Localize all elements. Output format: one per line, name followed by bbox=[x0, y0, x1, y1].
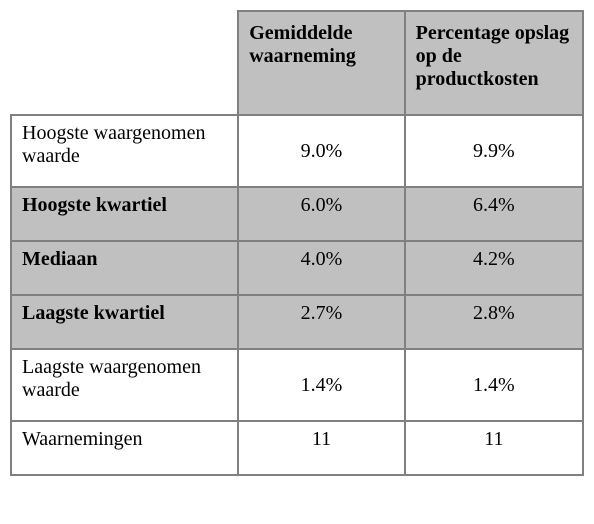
row-label: Hoogste waargenomen waarde bbox=[11, 115, 238, 187]
row-pct: 6.4% bbox=[405, 187, 583, 241]
row-label: Mediaan bbox=[11, 241, 238, 295]
table-row: Laagste kwartiel 2.7% 2.8% bbox=[11, 295, 583, 349]
header-blank bbox=[11, 11, 238, 115]
row-pct: 2.8% bbox=[405, 295, 583, 349]
row-label: Laagste kwartiel bbox=[11, 295, 238, 349]
row-gem: 11 bbox=[238, 421, 404, 475]
row-pct: 1.4% bbox=[405, 349, 583, 421]
header-row: Gemiddelde waarneming Percentage opslag … bbox=[11, 11, 583, 115]
row-label: Waarnemingen bbox=[11, 421, 238, 475]
row-gem: 9.0% bbox=[238, 115, 404, 187]
header-percentage: Percentage opslag op de productkosten bbox=[405, 11, 583, 115]
row-label: Hoogste kwartiel bbox=[11, 187, 238, 241]
table-row: Hoogste kwartiel 6.0% 6.4% bbox=[11, 187, 583, 241]
row-gem: 2.7% bbox=[238, 295, 404, 349]
header-gemiddelde: Gemiddelde waarneming bbox=[238, 11, 404, 115]
row-gem: 6.0% bbox=[238, 187, 404, 241]
table-row: Laagste waargenomen waarde 1.4% 1.4% bbox=[11, 349, 583, 421]
row-pct: 9.9% bbox=[405, 115, 583, 187]
table-row: Mediaan 4.0% 4.2% bbox=[11, 241, 583, 295]
row-gem: 1.4% bbox=[238, 349, 404, 421]
stats-table: Gemiddelde waarneming Percentage opslag … bbox=[10, 10, 584, 476]
row-pct: 11 bbox=[405, 421, 583, 475]
table-row: Hoogste waargenomen waarde 9.0% 9.9% bbox=[11, 115, 583, 187]
table-row: Waarnemingen 11 11 bbox=[11, 421, 583, 475]
row-label: Laagste waargenomen waarde bbox=[11, 349, 238, 421]
row-pct: 4.2% bbox=[405, 241, 583, 295]
row-gem: 4.0% bbox=[238, 241, 404, 295]
